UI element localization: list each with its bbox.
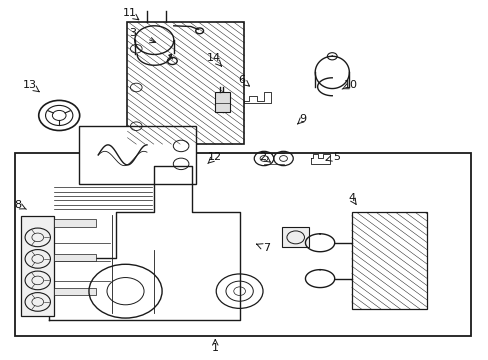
Bar [215, 92, 229, 112]
Text: 7: 7 [263, 243, 269, 253]
Text: 8: 8 [14, 200, 21, 210]
Text: 2: 2 [259, 152, 266, 162]
Bar [21, 216, 54, 316]
Bar [127, 22, 244, 144]
Text: 3: 3 [128, 28, 136, 38]
Bar [54, 253, 96, 261]
Text: 9: 9 [299, 114, 306, 124]
Bar [282, 227, 309, 247]
Text: 6: 6 [238, 75, 245, 85]
Text: 13: 13 [23, 80, 37, 90]
Text: 11: 11 [122, 8, 137, 18]
Bar [54, 288, 96, 295]
Text: 5: 5 [333, 152, 340, 162]
Bar [351, 212, 427, 309]
Text: 14: 14 [206, 53, 221, 63]
Bar [54, 220, 96, 226]
Text: 10: 10 [343, 80, 357, 90]
Text: 1: 1 [211, 343, 218, 353]
Bar [15, 153, 470, 336]
Bar [79, 126, 195, 184]
Text: 12: 12 [208, 152, 222, 162]
Text: 4: 4 [347, 193, 355, 203]
